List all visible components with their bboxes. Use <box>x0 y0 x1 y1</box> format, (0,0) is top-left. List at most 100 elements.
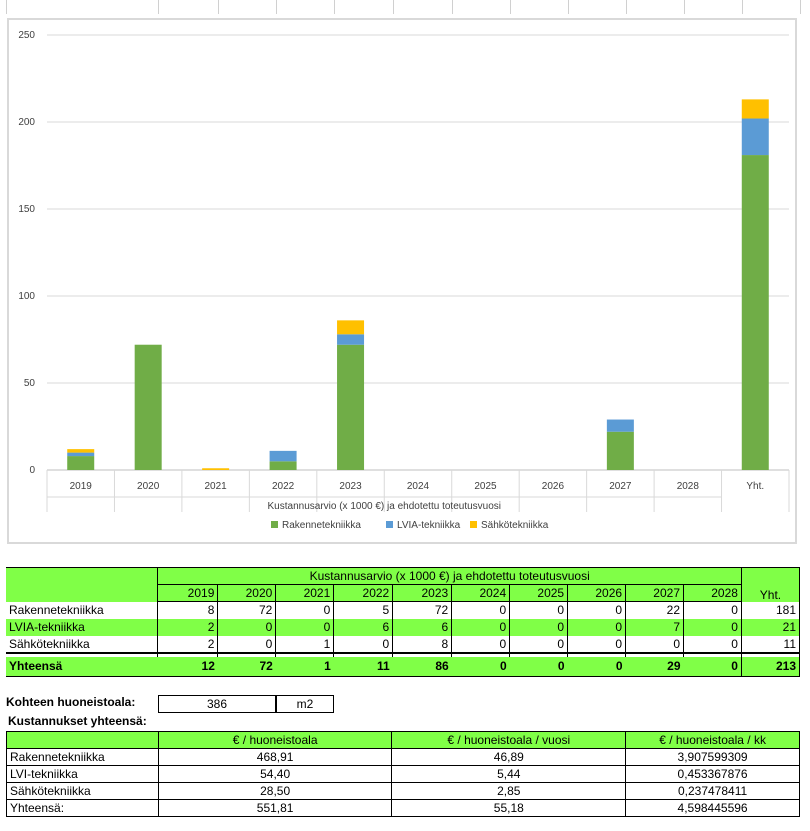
costs-row: Rakennetekniikka 468,91 46,89 3,907599309 <box>6 748 800 766</box>
grid-line <box>568 0 569 14</box>
bar-segment <box>606 431 634 470</box>
sum-label: Yhteensä <box>6 656 158 677</box>
row-label: Sähkötekniikka <box>6 635 158 653</box>
table-sum-row: Yhteensä 12 72 1 11 86 0 0 0 29 0 213 <box>6 656 801 677</box>
grid-line <box>626 0 627 14</box>
table-cell: 0 <box>567 635 626 653</box>
grid-line <box>684 0 685 14</box>
table-cell: 2 <box>157 635 218 653</box>
legend-label: Sähkötekniikka <box>481 520 549 531</box>
year-header: 2026 <box>567 584 626 602</box>
table-cell: 8 <box>392 635 452 653</box>
year-header: 2025 <box>509 584 568 602</box>
spacer-cell <box>392 651 452 657</box>
year-header: 2021 <box>275 584 334 602</box>
row-total: 181 <box>741 601 801 619</box>
y-tick-label: 0 <box>29 465 35 476</box>
table-cell: 72 <box>392 601 452 619</box>
year-header: 2028 <box>683 584 742 602</box>
legend-swatch <box>271 521 278 528</box>
table-cell: 6 <box>333 618 393 636</box>
spacer-cell <box>217 651 276 657</box>
costs-title: Kustannukset yhteensä: <box>8 714 147 728</box>
costs-column-header: € / huoneistoala / vuosi <box>391 731 627 749</box>
bar-segment <box>337 334 365 345</box>
bar-segment <box>741 118 769 156</box>
table-cell: 0 <box>217 618 276 636</box>
sum-cell: 0 <box>683 656 742 677</box>
y-tick-label: 150 <box>18 204 35 215</box>
header-corner <box>6 567 158 585</box>
table-row: Rakennetekniikka 8 72 0 5 72 0 0 0 22 0 181 <box>6 601 801 619</box>
x-tick-label: 2021 <box>205 481 228 492</box>
year-header: 2019 <box>157 584 218 602</box>
year-header: 2027 <box>625 584 684 602</box>
table-cell: 1 <box>275 635 334 653</box>
table-cell: 2 <box>157 618 218 636</box>
costs-row-label: Sähkötekniikka <box>6 782 159 800</box>
sum-cell: 72 <box>217 656 276 677</box>
costs-row-label: Yhteensä: <box>6 799 159 817</box>
costs-row: LVI-tekniikka 54,40 5,44 0,453367876 <box>6 765 800 783</box>
row-label: LVIA-tekniikka <box>6 618 158 636</box>
sum-cell: 1 <box>275 656 334 677</box>
spacer-cell <box>157 651 218 657</box>
table-cell: 0 <box>451 618 510 636</box>
year-header: 2024 <box>451 584 510 602</box>
table-cell: 0 <box>451 635 510 653</box>
chart-area: 0 50 100 150 200 250 2019 2020 2021 2022 2023 2024 2… <box>7 18 797 544</box>
table-cell: 0 <box>217 635 276 653</box>
table-cell: 7 <box>625 618 684 636</box>
row-total: 21 <box>741 618 801 636</box>
table-cell: 0 <box>625 635 684 653</box>
bar-segment <box>67 452 95 457</box>
bar-segment <box>202 468 230 470</box>
year-header: 2022 <box>333 584 393 602</box>
grid-line <box>742 0 743 14</box>
year-header: 2023 <box>392 584 452 602</box>
bar-segment <box>269 461 297 470</box>
bar-segment <box>606 419 634 432</box>
table-cell: 0 <box>509 601 568 619</box>
costs-cell: 5,44 <box>391 765 627 783</box>
x-tick-label: 2023 <box>339 481 362 492</box>
spacer-cell <box>333 651 393 657</box>
table-cell: 0 <box>567 618 626 636</box>
row-total: 11 <box>741 635 801 653</box>
costs-row-label: LVI-tekniikka <box>6 765 159 783</box>
table-cell: 0 <box>567 601 626 619</box>
y-tick-label: 200 <box>18 117 35 128</box>
x-tick-label: 2022 <box>272 481 295 492</box>
legend-label: LVIA-tekniikka <box>397 520 461 531</box>
costs-table: € / huoneistoala € / huoneistoala / vuosi… <box>6 731 800 817</box>
costs-cell: 0,453367876 <box>625 765 800 783</box>
costs-cell: 2,85 <box>391 782 627 800</box>
bar-segment <box>741 99 769 119</box>
x-tick-label: 2024 <box>407 481 430 492</box>
table-cell: 0 <box>333 635 393 653</box>
x-axis-title: Kustannusarvio (x 1000 €) ja ehdotettu t… <box>268 501 501 512</box>
costs-row: Yhteensä: 551,81 55,18 4,598445596 <box>6 799 800 817</box>
legend-label: Rakennetekniikka <box>282 520 361 531</box>
sum-cell: 29 <box>625 656 684 677</box>
table-row: Sähkötekniikka 2 0 1 0 8 0 0 0 0 0 11 <box>6 635 801 653</box>
costs-header-row: € / huoneistoala € / huoneistoala / vuosi… <box>6 731 800 749</box>
costs-cell: 4,598445596 <box>625 799 800 817</box>
year-header: 2020 <box>217 584 276 602</box>
costs-header-corner <box>6 731 159 749</box>
costs-row-label: Rakennetekniikka <box>6 748 159 766</box>
grid-line <box>452 0 453 14</box>
table-cell: 8 <box>157 601 218 619</box>
grid-line <box>393 0 394 14</box>
bar-segment <box>67 449 95 453</box>
sum-cell: 11 <box>333 656 393 677</box>
cost-estimate-table: Kustannusarvio (x 1000 €) ja ehdotettu t… <box>6 567 801 677</box>
table-cell: 0 <box>683 601 742 619</box>
area-unit: m2 <box>276 695 334 713</box>
sum-cell: 0 <box>567 656 626 677</box>
grid-line <box>6 0 7 14</box>
grid-line <box>158 0 159 14</box>
bar-segment <box>741 155 769 470</box>
table-row: LVIA-tekniikka 2 0 0 6 6 0 0 0 7 0 21 <box>6 618 801 636</box>
